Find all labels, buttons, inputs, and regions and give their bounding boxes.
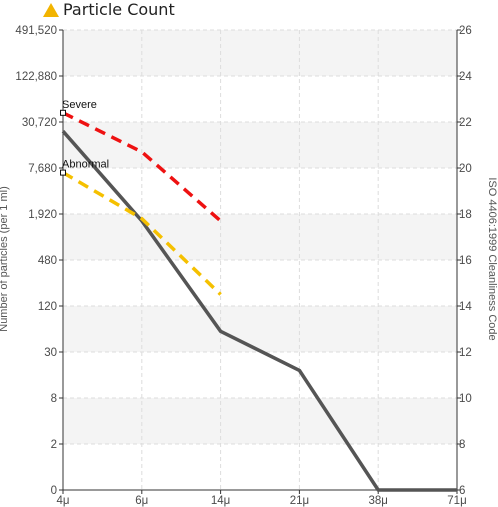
x-tick-label: 14μ (211, 495, 230, 507)
background-band (63, 214, 457, 260)
left-tick-label: 120 (38, 301, 57, 313)
series-lines (61, 111, 457, 492)
y-left-axis-title: Number of particles (per 1 ml) (0, 186, 10, 332)
right-tick-label: 14 (459, 301, 472, 313)
x-tick-label: 6μ (135, 495, 148, 507)
left-tick-label: 30 (44, 347, 57, 359)
x-tick-label: 38μ (368, 495, 387, 507)
right-tick-label: 26 (459, 25, 472, 37)
right-tick-label: 8 (459, 439, 465, 451)
x-tick-label: 71μ (447, 495, 466, 507)
abnormal-label: Abnormal (62, 159, 109, 171)
right-tick-label: 20 (459, 163, 472, 175)
chart-title: Particle Count (43, 0, 175, 19)
particle-count-series-line (61, 130, 457, 492)
left-tick-label: 2 (51, 439, 57, 451)
left-tick-label: 480 (38, 255, 57, 267)
right-tick-label: 6 (459, 485, 465, 497)
right-tick-label: 22 (459, 117, 472, 129)
abnormal-marker (60, 169, 66, 176)
background-band (63, 398, 457, 444)
right-tick-label: 12 (459, 347, 472, 359)
left-tick-label: 0 (51, 485, 57, 497)
right-tick-label: 10 (459, 393, 472, 405)
x-tick-label: 4μ (56, 495, 69, 507)
left-tick-label: 7,680 (28, 163, 57, 175)
left-axis-ticks: 0 2 8 30 120 480 1,920 7,680 30,720 122,880 491,52… (15, 25, 63, 497)
severe-label: Severe (62, 99, 97, 111)
abnormal-series-line (62, 171, 222, 296)
left-tick-label: 1,920 (28, 209, 57, 221)
series-annotations: Severe Abnormal (60, 99, 109, 176)
left-tick-label: 491,520 (15, 25, 57, 37)
background-bands (63, 30, 457, 444)
left-tick-label: 30,720 (22, 117, 57, 129)
right-tick-label: 24 (459, 71, 472, 83)
background-band (63, 122, 457, 168)
warning-triangle-icon (43, 3, 59, 17)
chart-title-text: Particle Count (63, 0, 175, 19)
right-axis-ticks: 6 8 10 12 14 16 18 20 22 24 26 (457, 25, 472, 497)
right-tick-label: 18 (459, 209, 472, 221)
left-tick-label: 8 (51, 393, 57, 405)
background-band (63, 30, 457, 76)
severe-marker (60, 109, 66, 116)
x-tick-label: 21μ (290, 495, 309, 507)
left-tick-label: 122,880 (15, 71, 57, 83)
background-band (63, 306, 457, 352)
x-axis-ticks: 4μ 6μ 14μ 21μ 38μ 71μ (56, 490, 467, 507)
right-tick-label: 16 (459, 255, 472, 267)
y-right-axis-title: ISO 4406:1999 Cleanliness Code (486, 177, 498, 340)
